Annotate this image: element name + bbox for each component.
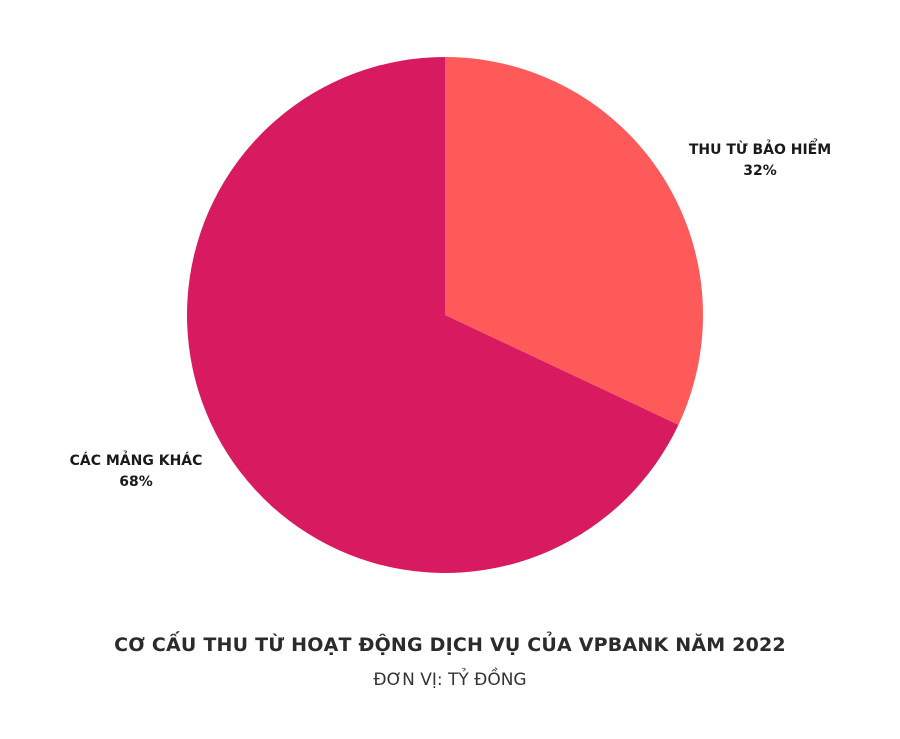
chart-title: CƠ CẤU THU TỪ HOẠT ĐỘNG DỊCH VỤ CỦA VPBA… [114, 634, 786, 656]
slice-label-others-value: 68% [119, 474, 153, 490]
slice-label-insurance: THU TỪ BẢO HIỂM 32% [689, 140, 831, 182]
slice-label-insurance-name: THU TỪ BẢO HIỂM [688, 142, 832, 158]
slice-label-insurance-value: 32% [743, 163, 777, 179]
slice-label-others-name: CÁC MẢNG KHÁC [69, 453, 203, 469]
slice-label-others: CÁC MẢNG KHÁC 68% [70, 451, 203, 493]
pie-slice-1 [186, 57, 679, 574]
pie-slice-0 [445, 57, 703, 425]
chart-subtitle: ĐƠN VỊ: TỶ ĐỒNG [373, 670, 527, 690]
